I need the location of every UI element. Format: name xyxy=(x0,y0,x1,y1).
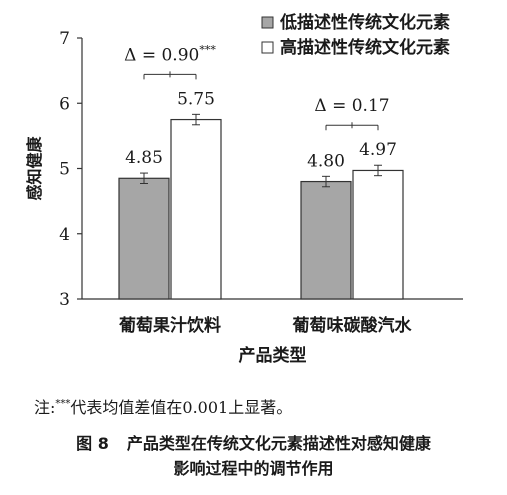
y-tick-label: 7 xyxy=(59,29,70,49)
chart-note: 注:***代表均值差值在0.001上显著。 xyxy=(34,394,292,418)
bar-high xyxy=(352,169,404,300)
data-label: 4.97 xyxy=(359,140,397,160)
figure-title: 产品类型在传统文化元素描述性对感知健康 xyxy=(126,434,431,453)
note-text: 代表均值差值在0.001上显著。 xyxy=(70,398,293,417)
legend-swatch-high xyxy=(261,41,274,54)
delta-value: Δ = 0.17 xyxy=(314,96,389,116)
figure-caption-line-1: 图 8 产品类型在传统文化元素描述性对感知健康 xyxy=(0,430,507,454)
data-label: 4.85 xyxy=(125,148,163,168)
figure-caption-line-2: 影响过程中的调节作用 xyxy=(0,455,507,479)
bar-low xyxy=(118,177,170,300)
delta-significance-mark: *** xyxy=(199,43,216,56)
legend-swatch-low xyxy=(261,16,274,29)
bar-chart: 3 4 5 6 7 感知健康 4.85 5.75 葡萄果汁饮料 4.80 4.97 葡萄味碳酸汽水产品… xyxy=(25,12,463,366)
bar-low xyxy=(300,180,352,300)
data-label: 5.75 xyxy=(177,89,215,109)
y-tick-label: 5 xyxy=(59,160,70,180)
y-tick-label: 6 xyxy=(59,94,70,114)
y-tick-label: 4 xyxy=(59,225,70,245)
data-label: 4.80 xyxy=(307,151,345,171)
legend-label-high: 高描述性传统文化元素 xyxy=(280,37,450,58)
x-tick-label: 葡萄味碳酸汽水 xyxy=(292,315,413,336)
x-axis-label: 产品类型 xyxy=(239,345,307,366)
x-tick-label: 葡萄果汁饮料 xyxy=(118,315,221,336)
y-tick-label: 3 xyxy=(59,290,70,310)
y-axis-label: 感知健康 xyxy=(25,136,44,201)
note-significance-mark: *** xyxy=(55,398,71,410)
delta-value: Δ = 0.90 xyxy=(124,45,199,65)
figure-title-continued: 影响过程中的调节作用 xyxy=(173,459,334,478)
delta-annotation: Δ = 0.90*** xyxy=(124,43,216,65)
bar-high xyxy=(170,118,222,300)
figure-number: 图 8 xyxy=(76,434,109,453)
delta-annotation: Δ = 0.17 xyxy=(314,96,389,116)
legend-label-low: 低描述性传统文化元素 xyxy=(279,12,450,33)
note-prefix: 注: xyxy=(34,398,56,417)
